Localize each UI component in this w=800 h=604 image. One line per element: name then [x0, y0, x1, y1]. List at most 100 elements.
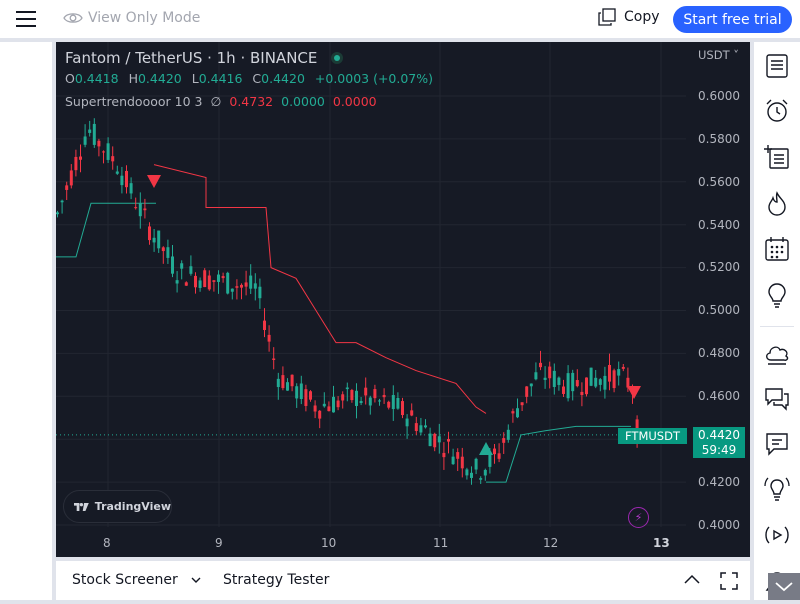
calendar-icon[interactable] — [764, 236, 790, 262]
price-axis-label: 0.5800 — [698, 132, 740, 146]
candle-body — [456, 452, 460, 459]
supertrend-up-line — [486, 425, 631, 483]
ohlc-open: 0.4418 — [74, 71, 119, 86]
candle-body — [106, 143, 110, 160]
currency-label: USDT — [698, 48, 730, 62]
candle-body — [120, 175, 124, 186]
candle-body — [111, 156, 115, 162]
candle-body — [345, 387, 349, 390]
scroll-toggle[interactable] — [768, 573, 800, 600]
stock-screener-tab[interactable]: Stock Screener — [72, 572, 202, 588]
candle-body — [378, 400, 381, 402]
ohlc-open-key: O — [65, 71, 75, 86]
candle-body — [626, 377, 630, 388]
candle-body — [474, 458, 478, 470]
tradingview-logo[interactable]: TradingView — [63, 490, 172, 523]
start-free-trial-button[interactable]: Start free trial — [673, 6, 792, 33]
ohlc-values: O0.4418 H0.4420 L0.4416 C0.4420 +0.0003 … — [65, 71, 439, 86]
stock-screener-label: Stock Screener — [72, 572, 178, 588]
ohlc-low-key: L — [191, 71, 199, 86]
candle-body — [451, 456, 455, 465]
ideas-lightbulb-icon[interactable] — [764, 282, 790, 308]
price-chart[interactable] — [56, 42, 750, 557]
candle-body — [102, 151, 105, 153]
broadcast-play-icon[interactable] — [764, 522, 790, 548]
market-open-icon — [331, 52, 344, 64]
time-axis-label: 9 — [215, 536, 223, 550]
candle-body — [56, 212, 59, 215]
last-price-tag: 0.4420 59:49 — [693, 427, 745, 458]
chats-icon[interactable] — [764, 386, 790, 412]
top-bar: View Only Mode Copy Start free trial — [0, 0, 800, 38]
candle-body — [355, 390, 358, 406]
candle-body — [488, 453, 492, 467]
messages-icon[interactable] — [764, 431, 790, 457]
time-axis-label: 11 — [433, 536, 449, 550]
watchlist-icon[interactable] — [764, 53, 790, 79]
indicator-value-2: 0.0000 — [281, 94, 325, 109]
candle-body — [304, 389, 308, 406]
ohlc-close-key: C — [252, 71, 262, 86]
price-axis-label: 0.5600 — [698, 175, 740, 189]
hotlist-flame-icon[interactable] — [764, 191, 790, 217]
copy-icon — [598, 8, 616, 26]
candle-body — [92, 123, 96, 145]
currency-selector[interactable]: USDT ˅ — [698, 48, 739, 62]
candle-body — [253, 283, 257, 289]
candle-body — [479, 478, 483, 480]
candle-body — [460, 456, 464, 469]
menu-icon[interactable] — [16, 11, 36, 27]
eye-icon — [63, 13, 83, 23]
indicator-value-3: 0.0000 — [332, 94, 377, 109]
help-lightbulb-icon[interactable] — [764, 476, 790, 502]
candle-body — [617, 369, 621, 376]
candle-body — [83, 136, 87, 145]
lightning-icon[interactable]: ⚡ — [628, 507, 649, 528]
candle-body — [603, 375, 607, 390]
indicator-legend[interactable]: Supertrendoooor 10 3 ∅ 0.4732 0.0000 0.0… — [65, 94, 439, 109]
candle-body — [437, 436, 441, 443]
price-axis-label: 0.4200 — [698, 475, 740, 489]
candle-body — [203, 270, 207, 288]
chart-pane[interactable]: Fantom / TetherUS · 1h · BINANCE O0.4418… — [56, 42, 750, 557]
strategy-tester-tab[interactable]: Strategy Tester — [223, 572, 330, 588]
alarm-clock-icon[interactable] — [764, 98, 790, 124]
candle-body — [198, 280, 202, 288]
candle-body — [327, 406, 331, 412]
ohlc-high-key: H — [128, 71, 138, 86]
candle-body — [171, 256, 174, 274]
candle-body — [552, 370, 556, 387]
maximize-icon[interactable] — [720, 572, 738, 590]
sell-signal-marker — [147, 175, 161, 188]
candle-body — [516, 408, 519, 418]
chevron-down-icon — [191, 577, 201, 583]
chevron-down-icon — [775, 582, 793, 592]
candle-body — [621, 366, 625, 369]
candle-body — [244, 282, 248, 287]
candle-body — [249, 275, 253, 289]
candle-body — [405, 418, 409, 427]
streams-cloud-icon[interactable] — [764, 340, 790, 366]
candle-body — [534, 372, 538, 380]
candle-body — [240, 284, 243, 288]
candle-body — [612, 370, 616, 389]
candle-body — [539, 362, 542, 368]
supertrend-up-line — [56, 202, 156, 258]
candle-body — [543, 377, 547, 380]
copy-button[interactable]: Copy — [598, 8, 660, 26]
ohlc-close: 0.4420 — [261, 71, 305, 86]
price-axis-label: 0.5400 — [698, 218, 740, 232]
add-list-icon[interactable] — [764, 144, 790, 170]
chevron-up-icon[interactable] — [683, 573, 701, 585]
candle-body — [608, 365, 611, 382]
price-axis-label: 0.6000 — [698, 89, 740, 103]
price-axis-label: 0.5200 — [698, 260, 740, 274]
candle-body — [364, 387, 368, 396]
candle-body — [594, 377, 598, 387]
candle-body — [235, 286, 239, 288]
price-axis-label: 0.4600 — [698, 389, 740, 403]
symbol-title[interactable]: Fantom / TetherUS · 1h · BINANCE — [65, 49, 439, 67]
candle-body — [341, 394, 345, 401]
candle-body — [166, 247, 170, 258]
right-toolbar — [754, 42, 800, 600]
